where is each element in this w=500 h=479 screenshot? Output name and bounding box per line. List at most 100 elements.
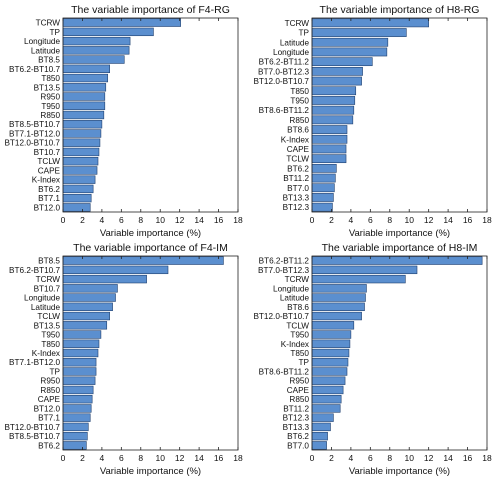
category-label: CAPE: [287, 386, 310, 395]
bar: [311, 330, 352, 339]
chart-title: The variable importance of F4-IM: [73, 242, 228, 254]
category-label: R950: [289, 377, 309, 386]
bar: [62, 184, 94, 194]
bar: [311, 376, 346, 385]
bar: [62, 36, 131, 46]
category-label: T850: [41, 340, 60, 349]
bar: [62, 284, 118, 293]
bar: [311, 193, 334, 202]
bar: [311, 76, 362, 86]
bar: [62, 395, 93, 404]
bar: [62, 101, 106, 110]
category-label: CAPE: [287, 145, 310, 154]
x-tick-label: 12: [175, 215, 185, 225]
x-tick-label: 12: [424, 215, 434, 225]
category-label: BT8.6: [287, 303, 309, 312]
category-label: BT7.1-BT12.0: [9, 129, 60, 138]
chart-title: The variable importance of H8-IM: [322, 242, 478, 254]
category-label: T950: [41, 331, 60, 340]
bar: [311, 163, 337, 173]
category-label: R850: [289, 395, 309, 404]
category-label: BT7.0: [287, 184, 309, 193]
x-tick-label: 12: [175, 453, 185, 463]
category-label: BT12.3: [283, 203, 310, 212]
bar: [62, 64, 110, 73]
category-label: R850: [289, 116, 309, 125]
bar: [62, 404, 92, 413]
bar: [311, 47, 388, 57]
chart-title: The variable importance of F4-RG: [71, 4, 230, 16]
category-label: BT8.6: [287, 126, 309, 135]
x-tick-label: 4: [100, 215, 105, 225]
bar: [62, 175, 96, 184]
category-label: R950: [40, 93, 60, 102]
x-tick-label: 16: [463, 215, 473, 225]
bar: [62, 46, 130, 55]
category-label: TCRW: [285, 19, 310, 28]
x-tick-label: 2: [80, 215, 85, 225]
x-tick-label: 16: [214, 215, 224, 225]
category-label: TP: [299, 358, 310, 367]
category-label: BT7.0: [287, 441, 309, 450]
x-tick-label: 14: [194, 453, 204, 463]
bar: [62, 321, 108, 330]
bar: [62, 422, 89, 432]
x-tick-label: 12: [424, 453, 434, 463]
bar: [62, 83, 107, 92]
bar: [62, 166, 98, 175]
category-label: T850: [41, 74, 60, 83]
x-tick-label: 14: [194, 215, 204, 225]
bar: [62, 55, 125, 64]
x-tick-label: 2: [80, 453, 85, 463]
category-label: R850: [40, 386, 60, 395]
category-label: TCLW: [286, 321, 309, 330]
category-label: TCRW: [285, 275, 310, 284]
bar: [62, 339, 100, 348]
bar: [311, 57, 373, 67]
bar: [311, 404, 341, 413]
bar: [311, 115, 354, 125]
plot-frame: [311, 255, 488, 451]
x-tick-label: 2: [329, 453, 334, 463]
x-tick-label: 18: [233, 453, 243, 463]
category-label: BT6.2-BT10.7: [9, 65, 60, 74]
category-label: BT12.0: [34, 404, 61, 413]
bar: [62, 157, 99, 166]
category-label: BT6.2: [38, 185, 60, 194]
bar: [62, 129, 102, 138]
x-tick-label: 16: [214, 453, 224, 463]
bar: [311, 339, 351, 348]
bar: [311, 183, 335, 193]
bar: [62, 330, 102, 339]
bar: [311, 105, 355, 115]
category-label: BT7.1: [38, 414, 60, 423]
x-tick-label: 16: [463, 453, 473, 463]
bar: [62, 358, 97, 367]
x-tick-label: 8: [387, 215, 392, 225]
bar: [311, 96, 356, 105]
category-label: T950: [290, 331, 309, 340]
chart-panel-2: The variable importance of H8-RG TCRWTPLa…: [253, 4, 492, 239]
category-label: TCRW: [36, 275, 61, 284]
bar: [311, 422, 331, 432]
bar: [311, 86, 357, 96]
x-tick-label: 0: [61, 215, 66, 225]
bar: [62, 311, 110, 321]
category-label: BT8.5: [38, 257, 60, 266]
category-label: BT6.2-BT10.7: [9, 266, 60, 275]
category-label: R850: [40, 111, 60, 120]
category-label: Latitude: [31, 303, 61, 312]
category-label: Latitude: [31, 46, 61, 55]
x-axis-label: Variable importance (%): [100, 228, 201, 239]
plot-frame: [62, 255, 239, 451]
category-label: TCLW: [286, 155, 309, 164]
category-label: K-Index: [281, 135, 309, 144]
category-label: K-Index: [32, 349, 60, 358]
chart-title: The variable importance of H8-RG: [320, 4, 480, 16]
x-tick-label: 10: [404, 215, 414, 225]
bar: [62, 18, 181, 27]
x-tick-label: 6: [368, 215, 373, 225]
category-label: CAPE: [38, 166, 61, 175]
bar: [311, 441, 327, 450]
category-label: BT13.3: [283, 423, 310, 432]
